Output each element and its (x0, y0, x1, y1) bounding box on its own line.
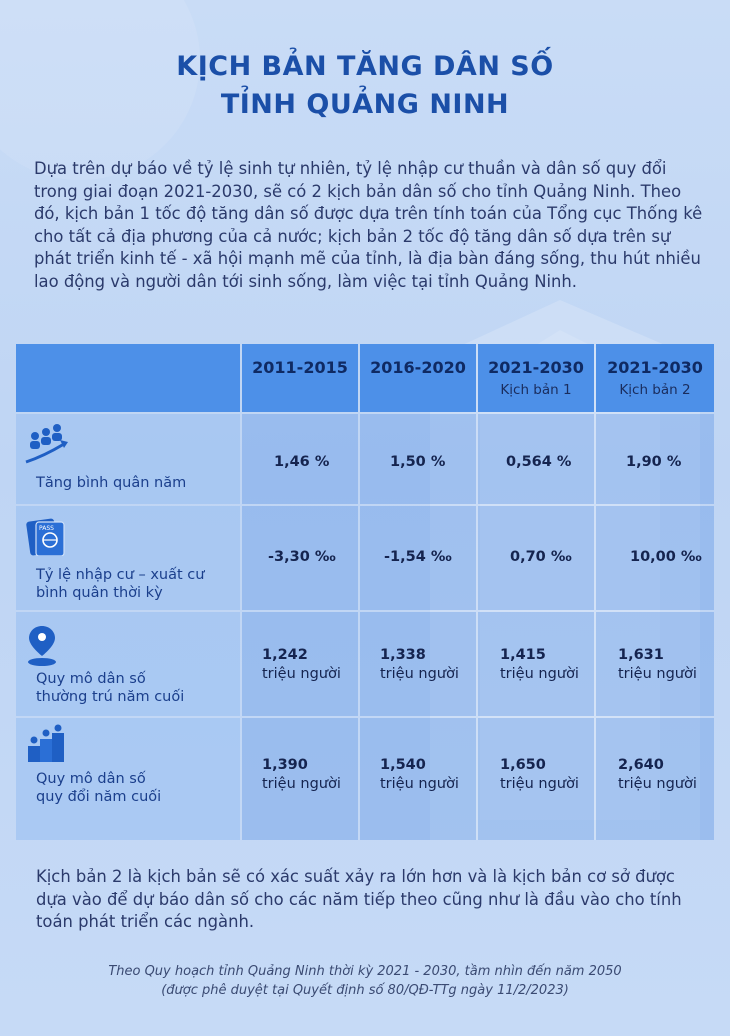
row-label-line-2: bình quân thời kỳ (36, 585, 163, 601)
header-period: 2016-2020 (370, 358, 466, 377)
value-2016-2020: 1,338 triệu người (380, 646, 459, 684)
svg-text:PASS: PASS (39, 525, 54, 532)
row-value-cell (478, 506, 594, 610)
header-col-2: 2016-2020 (360, 344, 476, 412)
row-value-cell (360, 414, 476, 504)
header-period: 2021-2030 (607, 358, 703, 377)
source-note: Theo Quy hoạch tỉnh Quảng Ninh thời kỳ 2… (0, 962, 730, 1000)
row-value-cell (360, 612, 476, 716)
source-line-2: (được phê duyệt tại Quyết định số 80/QĐ-… (161, 983, 569, 998)
location-pin-icon (28, 626, 56, 666)
value-number: 1,242 (262, 647, 308, 663)
population-table: 2011-2015 2016-2020 2021-2030 Kịch bản 1… (16, 344, 714, 840)
row-label-line-1: Quy mô dân số (36, 771, 146, 787)
row-value-cell (478, 612, 594, 716)
row-label: Quy mô dân số quy đổi năm cuối (36, 770, 161, 806)
passport-icon: PASS (26, 518, 65, 556)
header-scenario: Kịch bản 1 (500, 382, 572, 398)
row-value-cell (242, 612, 358, 716)
value-kb1: 0,70 ‰ (510, 549, 572, 565)
value-unit: triệu người (500, 666, 579, 682)
row-value-cell (478, 718, 594, 840)
value-unit: triệu người (618, 666, 697, 682)
row-label: Quy mô dân số thường trú năm cuối (36, 670, 184, 706)
value-number: 1,631 (618, 647, 664, 663)
value-unit: triệu người (262, 776, 341, 792)
value-2016-2020: 1,50 % (390, 454, 446, 470)
value-2011-2015: 1,46 % (274, 454, 330, 470)
value-unit: triệu người (618, 776, 697, 792)
title-line-1: KỊCH BẢN TĂNG DÂN SỐ (176, 51, 554, 82)
row-label-line-2: quy đổi năm cuối (36, 789, 162, 805)
row-value-cell (360, 718, 476, 840)
value-unit: triệu người (380, 666, 459, 682)
header-scenario: Kịch bản 2 (619, 382, 691, 398)
header-period: 2021-2030 (488, 358, 584, 377)
row-value-cell (360, 506, 476, 610)
row-value-cell (596, 718, 714, 840)
header-period: 2011-2015 (252, 358, 348, 377)
row-value-cell (242, 414, 358, 504)
row-label-line-1: Tỷ lệ nhập cư – xuất cư (36, 567, 205, 583)
value-number: 1,415 (500, 647, 546, 663)
value-unit: triệu người (500, 776, 579, 792)
header-col-3: 2021-2030 Kịch bản 1 (478, 344, 594, 412)
people-podium-icon (28, 724, 64, 762)
row-value-cell (596, 506, 714, 610)
people-growth-icon (25, 424, 68, 464)
row-value-cell (242, 506, 358, 610)
value-number: 2,640 (618, 757, 664, 773)
intro-paragraph: Dựa trên dự báo về tỷ lệ sinh tự nhiên, … (34, 159, 703, 291)
value-2016-2020: 1,540 triệu người (380, 756, 459, 794)
header-empty-cell (16, 344, 240, 412)
page-title: KỊCH BẢN TĂNG DÂN SỐ TỈNH QUẢNG NINH (0, 48, 730, 124)
header-col-1: 2011-2015 (242, 344, 358, 412)
value-kb1: 1,415 triệu người (500, 646, 579, 684)
value-2011-2015: 1,242 triệu người (262, 646, 341, 684)
value-unit: triệu người (380, 776, 459, 792)
row-value-cell (242, 718, 358, 840)
row-value-cell (478, 414, 594, 504)
value-number: 1,650 (500, 757, 546, 773)
value-number: 1,540 (380, 757, 426, 773)
value-unit: triệu người (262, 666, 341, 682)
value-2011-2015: -3,30 ‰ (268, 549, 336, 565)
value-kb2: 2,640 triệu người (618, 756, 697, 794)
header-col-4: 2021-2030 Kịch bản 2 (596, 344, 714, 412)
conclusion-paragraph: Kịch bản 2 là kịch bản sẽ có xác suất xả… (36, 867, 682, 931)
value-number: 1,338 (380, 647, 426, 663)
row-label-line-2: thường trú năm cuối (36, 689, 185, 705)
row-label-line-1: Quy mô dân số (36, 671, 146, 687)
title-line-2: TỈNH QUẢNG NINH (220, 89, 510, 120)
source-line-1: Theo Quy hoạch tỉnh Quảng Ninh thời kỳ 2… (108, 964, 622, 979)
value-kb2: 10,00 ‰ (630, 549, 702, 565)
value-kb1: 0,564 % (506, 454, 572, 470)
value-kb2: 1,90 % (626, 454, 682, 470)
row-value-cell (596, 414, 714, 504)
value-kb1: 1,650 triệu người (500, 756, 579, 794)
row-value-cell (596, 612, 714, 716)
value-kb2: 1,631 triệu người (618, 646, 697, 684)
value-number: 1,390 (262, 757, 308, 773)
value-2011-2015: 1,390 triệu người (262, 756, 341, 794)
row-label: Tỷ lệ nhập cư – xuất cư bình quân thời k… (36, 566, 204, 602)
value-2016-2020: -1,54 ‰ (384, 549, 452, 565)
row-label: Tăng bình quân năm (36, 475, 187, 491)
